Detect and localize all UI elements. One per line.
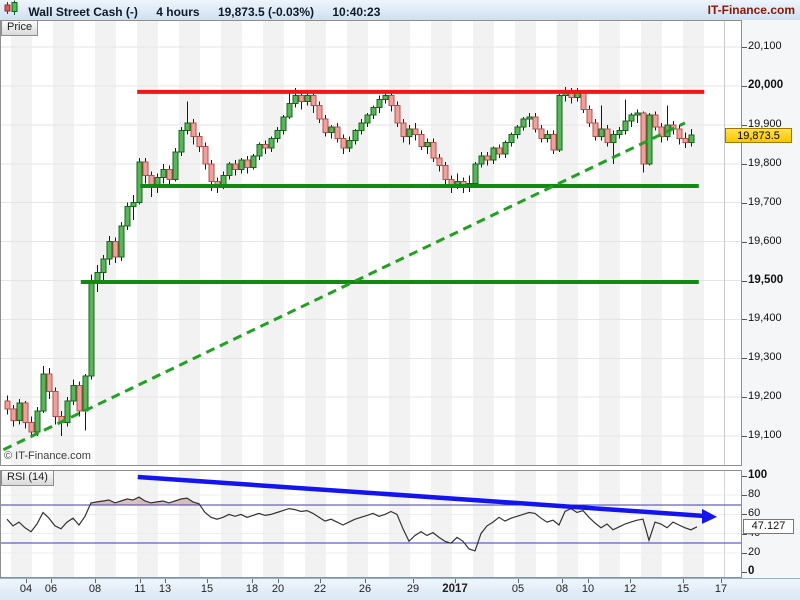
price-pane[interactable] (0, 20, 742, 466)
price-axis-tick (742, 436, 747, 438)
rsi-pane[interactable] (0, 470, 742, 578)
price-axis-label: 19,800 (748, 156, 782, 169)
time-axis-label: 2017 (442, 583, 468, 595)
rsi-plot[interactable] (0, 470, 742, 578)
price-axis-label: 20,100 (748, 40, 782, 53)
price-axis-label: 19,400 (748, 312, 782, 325)
time-axis-label: 17 (714, 583, 728, 595)
time-axis-tick (588, 579, 589, 583)
time-axis-label: 26 (358, 583, 372, 595)
price-axis-label: 19,200 (748, 390, 782, 403)
time-axis-tick (165, 579, 166, 583)
time-axis-label: 13 (158, 583, 172, 595)
rsi-axis-label: 20 (748, 545, 761, 558)
rsi-axis-tick (742, 572, 747, 573)
time-axis-tick (365, 579, 366, 583)
rsi-value-badge: 47.127 (743, 519, 794, 535)
price-axis-label: 20,000 (748, 79, 784, 91)
price-axis-tick (742, 86, 747, 87)
time-axis-label: 15 (200, 583, 214, 595)
last-quote: 19,873.5 (-0.03%) (217, 4, 315, 19)
price-axis-label: 19,500 (748, 273, 784, 286)
rsi-axis-label: 80 (748, 488, 761, 501)
rsi-axis-label: 100 (748, 469, 768, 481)
price-axis-tick (742, 124, 747, 126)
rsi-axis-label: 60 (748, 507, 761, 520)
price-axis-tick (742, 358, 747, 360)
rsi-axis-tick (742, 476, 747, 477)
price-axis-tick (742, 319, 747, 321)
price-axis-label: 19,100 (748, 429, 782, 442)
rsi-axis-label: 0 (748, 565, 755, 577)
time-axis-label: 22 (313, 583, 327, 595)
timeframe-label: 4 hours (156, 4, 200, 19)
time-axis-tick (683, 579, 684, 583)
time-axis-label: 08 (88, 583, 102, 595)
titlebar: Wall Street Cash (-) 4 hours 19,873.5 (-… (0, 0, 800, 21)
price-axis[interactable]: 20,100 20,000 19,900 19,800 19,700 19,600 19,5… (742, 20, 800, 578)
time-axis-label: 29 (406, 583, 420, 595)
rsi-pane-stripes (0, 470, 724, 578)
time-axis-tick (413, 579, 414, 583)
rsi-axis-tick (742, 495, 747, 497)
price-plot[interactable] (0, 20, 742, 466)
last-price-badge: 19,873.5 (725, 127, 792, 143)
time-axis-tick (95, 579, 96, 583)
rsi-axis-tick (742, 552, 747, 554)
time-axis-label: 11 (134, 583, 146, 595)
time-axis-label: 06 (44, 583, 58, 595)
tab-rsi[interactable]: RSI (14) (1, 470, 54, 486)
time-axis-tick (207, 579, 208, 583)
rsi-axis-tick (742, 514, 747, 516)
price-axis-label: 19,900 (748, 117, 782, 130)
time-axis-tick (26, 579, 27, 583)
price-axis-tick (742, 280, 747, 282)
time-axis-label: 08 (555, 583, 569, 595)
price-axis-tick (742, 202, 747, 204)
price-axis-tick (742, 241, 747, 243)
time-axis-tick (455, 579, 456, 583)
time-axis[interactable]: 04 06 08 11 13 15 18 20 22 26 29 2017 05 08 10 12 15 17 (0, 578, 800, 600)
time-axis-tick (252, 579, 253, 583)
copyright-watermark: © IT-Finance.com (4, 450, 91, 462)
time-axis-label: 18 (245, 583, 259, 595)
price-axis-label: 19,700 (748, 195, 782, 208)
time-axis-tick (518, 579, 519, 583)
time-axis-label: 12 (623, 583, 637, 595)
time-axis-tick (320, 579, 321, 583)
time-axis-tick (278, 579, 279, 583)
time-axis-label: 04 (19, 583, 33, 595)
price-axis-tick (742, 163, 747, 165)
candlestick-icon (4, 0, 19, 22)
tab-price[interactable]: Price (1, 20, 39, 36)
time-axis-label: 10 (581, 583, 595, 595)
symbol-name: Wall Street Cash (-) (28, 4, 138, 19)
price-axis-tick (742, 47, 747, 49)
time-axis-label: 05 (511, 583, 525, 595)
time-axis-tick (630, 579, 631, 583)
time-axis-tick (721, 579, 722, 583)
time-axis-tick (51, 579, 52, 583)
quote-time: 10:40:23 (332, 4, 381, 19)
time-axis-label: 15 (676, 583, 690, 595)
price-axis-tick (742, 397, 747, 399)
price-axis-label: 19,300 (748, 351, 782, 364)
price-axis-label: 19,600 (748, 234, 782, 247)
time-axis-tick (140, 579, 141, 583)
brand-link[interactable]: IT-Finance.com (707, 3, 795, 17)
time-axis-tick (562, 579, 563, 583)
time-axis-label: 20 (271, 583, 285, 595)
